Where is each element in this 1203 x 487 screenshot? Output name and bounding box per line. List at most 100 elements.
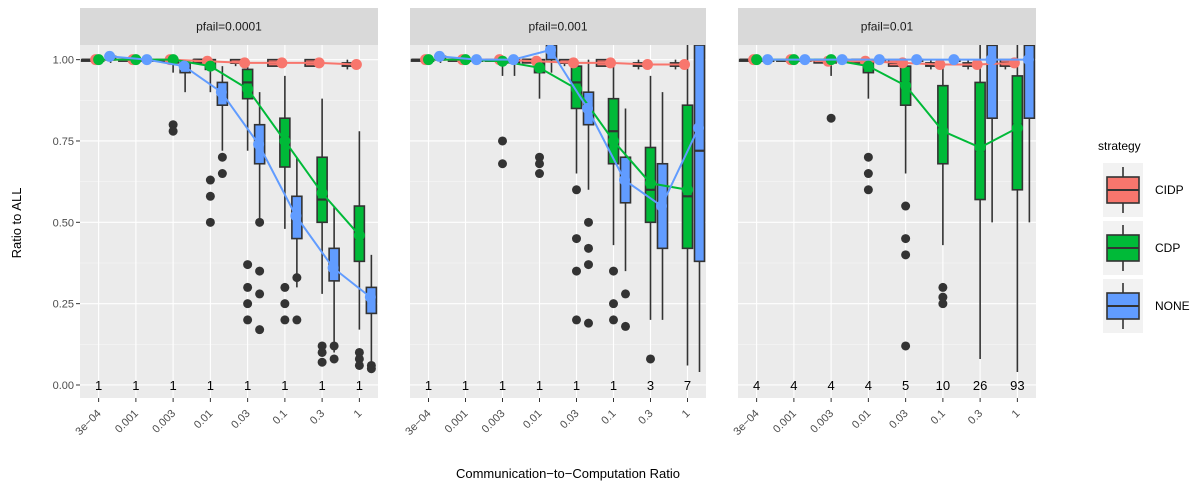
x-tick-label: 3e−04 bbox=[73, 408, 103, 438]
facet-strip bbox=[738, 8, 1036, 45]
box-none bbox=[1023, 45, 1036, 223]
outlier-point bbox=[329, 354, 339, 364]
outlier-point bbox=[317, 347, 327, 357]
mean-point-none bbox=[178, 60, 190, 72]
box-cidp bbox=[80, 58, 93, 62]
y-tick-label: 0.25 bbox=[53, 299, 74, 311]
count-label: 1 bbox=[536, 378, 543, 393]
outlier-point bbox=[863, 169, 873, 179]
mean-point-cdp bbox=[497, 55, 508, 67]
count-label: 4 bbox=[865, 378, 872, 393]
outlier-point bbox=[621, 321, 630, 331]
outlier-point bbox=[901, 234, 911, 244]
mean-point-none bbox=[508, 54, 519, 66]
outlier-point bbox=[901, 341, 911, 351]
outlier-point bbox=[366, 364, 376, 374]
count-label: 1 bbox=[356, 378, 363, 393]
outlier-point bbox=[863, 185, 873, 195]
outlier-point bbox=[498, 159, 507, 169]
mean-point-cdp bbox=[974, 141, 986, 153]
outlier-point bbox=[584, 318, 593, 328]
outlier-point bbox=[205, 191, 215, 201]
mean-line-none bbox=[109, 55, 371, 298]
outlier-point bbox=[243, 260, 253, 270]
outlier-point bbox=[217, 152, 227, 162]
mean-line-none bbox=[439, 48, 700, 208]
mean-point-cdp bbox=[93, 54, 105, 66]
y-tick-label: 0.00 bbox=[53, 380, 74, 392]
count-label: 4 bbox=[753, 378, 760, 393]
box-none bbox=[693, 45, 706, 372]
x-axis-title: Communication−to−Computation Ratio bbox=[456, 466, 680, 481]
x-tick-label: 0.001 bbox=[771, 408, 799, 436]
mean-point-none bbox=[327, 262, 339, 274]
count-label: 1 bbox=[425, 378, 432, 393]
mean-point-none bbox=[911, 54, 923, 66]
mean-point-cdp bbox=[751, 54, 763, 66]
mean-point-none bbox=[656, 200, 667, 212]
mean-point-none bbox=[253, 138, 265, 150]
mean-point-none bbox=[582, 102, 593, 114]
outlier-point bbox=[621, 289, 630, 299]
outlier-point bbox=[609, 315, 618, 325]
outlier-point bbox=[584, 243, 593, 253]
count-label: 93 bbox=[1010, 378, 1024, 393]
x-tick-label: 0.01 bbox=[850, 408, 874, 432]
mean-point-cidp bbox=[934, 59, 946, 71]
mean-point-cidp bbox=[239, 57, 251, 69]
outlier-point bbox=[168, 126, 178, 136]
facet-panel-2: pfail=0.001 1 1 1 1 1 1 3 7 bbox=[410, 8, 706, 398]
count-label: 1 bbox=[573, 378, 580, 393]
panel-data bbox=[80, 50, 378, 374]
box-body bbox=[986, 45, 998, 120]
outlier-point bbox=[255, 289, 265, 299]
x-tick-label: 0.003 bbox=[480, 408, 508, 436]
mean-point-cdp bbox=[279, 135, 291, 147]
mean-point-cidp bbox=[568, 57, 579, 69]
x-tick-label: 1 bbox=[1010, 408, 1023, 421]
count-label: 1 bbox=[281, 378, 288, 393]
outlier-point bbox=[280, 282, 290, 292]
outlier-point bbox=[317, 357, 327, 367]
mean-point-none bbox=[215, 86, 227, 98]
facet-strip-label: pfail=0.001 bbox=[528, 20, 587, 34]
outlier-point bbox=[243, 315, 253, 325]
mean-point-cdp bbox=[204, 60, 216, 72]
x-tick-label: 0.001 bbox=[443, 408, 471, 436]
mean-point-cdp bbox=[608, 135, 619, 147]
count-label: 7 bbox=[684, 378, 691, 393]
x-tick-label: 0.03 bbox=[229, 408, 253, 432]
x-tick-label: 1 bbox=[680, 408, 693, 421]
outlier-point bbox=[535, 169, 544, 179]
count-label: 1 bbox=[95, 378, 102, 393]
mean-point-cdp bbox=[167, 54, 179, 66]
outlier-point bbox=[354, 354, 364, 364]
x-tick-label: 0.3 bbox=[636, 408, 655, 427]
facet-strip-label: pfail=0.0001 bbox=[196, 20, 262, 34]
legend: strategy CIDP CDP NONE bbox=[1098, 139, 1190, 333]
box-body bbox=[1023, 45, 1036, 120]
facet-strip bbox=[410, 8, 706, 45]
box-body bbox=[937, 84, 949, 165]
outlier-point bbox=[826, 113, 836, 123]
y-tick-label: 1.00 bbox=[53, 55, 74, 67]
outlier-point bbox=[217, 169, 227, 179]
box-none bbox=[986, 45, 998, 223]
outlier-point bbox=[168, 120, 178, 130]
outlier-point bbox=[329, 341, 339, 351]
outlier-point bbox=[572, 266, 581, 276]
outlier-point bbox=[901, 201, 911, 211]
x-tick-label: 0.03 bbox=[558, 408, 582, 432]
mean-point-none bbox=[836, 54, 848, 66]
outlier-point bbox=[609, 266, 618, 276]
x-tick-label: 0.1 bbox=[929, 408, 948, 427]
x-tick-label: 3e−04 bbox=[403, 408, 433, 438]
x-tick-label: 0.01 bbox=[192, 408, 216, 432]
outlier-point bbox=[205, 175, 215, 185]
mean-point-cidp bbox=[313, 57, 325, 69]
x-axis: 3e−04 0.001 0.003 0.01 0.03 0.1 0.3 1 3e−04 0.001… bbox=[73, 398, 1022, 438]
box-cidp bbox=[738, 58, 751, 62]
x-tick-label: 0.001 bbox=[113, 408, 141, 436]
box-body bbox=[693, 45, 706, 263]
outlier-point bbox=[863, 152, 873, 162]
